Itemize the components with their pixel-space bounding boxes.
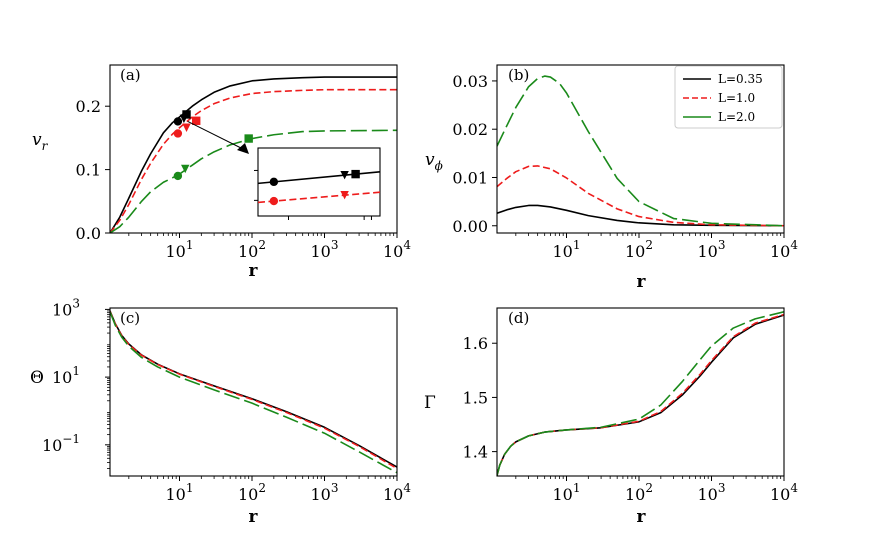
x-tick-label-b-2: 103 (697, 238, 725, 261)
axes-frame-d (496, 307, 785, 477)
xlabel-b: r (637, 272, 647, 292)
y-tick-label-d-0: 1.4 (463, 443, 488, 462)
x-tick-label-d-2: 103 (697, 481, 725, 504)
series-line-a-2 (110, 129, 397, 233)
y-tick-label-b-1: 0.01 (452, 168, 488, 187)
x-tick-label-d-0: 101 (552, 481, 580, 504)
marker-a-6 (173, 171, 183, 181)
panel-label-c: (c) (120, 309, 140, 327)
panel-label-a: (a) (120, 66, 141, 84)
y-tick-label-d-1: 1.5 (463, 388, 488, 407)
y-tick-label-a-2: 0.2 (76, 97, 101, 116)
inset (187, 120, 381, 220)
legend-box (674, 65, 783, 129)
x-tick-label-a-1: 102 (238, 238, 266, 261)
panel-label-b: (b) (508, 66, 529, 84)
panel-b: 101 102 103 104 0.00 0.01 0.02 0.03 (452, 64, 798, 261)
x-tick-label-c-0: 101 (165, 481, 193, 504)
legend-label-l035: L=0.35 (718, 72, 763, 86)
series-line-c-2 (110, 311, 397, 474)
marker-a-0 (173, 117, 183, 126)
xlabel-a: r (249, 261, 259, 281)
y-tick-label-c-0: 10−1 (42, 432, 80, 455)
x-tick-label-a-2: 103 (310, 238, 338, 261)
x-tick-label-c-3: 104 (383, 481, 411, 504)
inset-marker-0 (269, 177, 279, 187)
marker-a-7 (181, 164, 190, 174)
legend-label-l10: L=1.0 (718, 91, 755, 105)
panel-d: 101 102 103 104 1.4 1.5 1.6 (463, 307, 798, 504)
x-tick-label-b-1: 102 (625, 238, 653, 261)
panel-c: 101 102 103 104 10−1 101 103 (42, 296, 411, 504)
ylabel-d: Γ (424, 393, 436, 413)
series-line-b-1 (497, 165, 784, 227)
xlabel-c: r (249, 507, 259, 527)
series-line-d-2 (497, 311, 784, 476)
inset-marker-2 (351, 169, 360, 179)
x-tick-label-a-0: 101 (165, 238, 193, 261)
x-tick-label-c-2: 103 (310, 481, 338, 504)
marker-a-8 (244, 134, 253, 143)
x-tick-label-b-3: 104 (770, 238, 798, 261)
legend: L=0.35 L=1.0 L=2.0 (674, 65, 783, 129)
axes-frame-b (496, 64, 785, 234)
marker-a-3 (173, 129, 183, 138)
x-tick-label-d-3: 104 (770, 481, 798, 504)
series-line-a-1 (110, 88, 397, 233)
inset-arrow-line (187, 120, 246, 151)
inset-marker-4 (340, 190, 349, 200)
panel-a: 101 102 103 104 0.0 0.1 0.2 (76, 64, 411, 261)
axes-frame-a (109, 64, 398, 234)
inset-arrow-head (237, 143, 249, 154)
series-line-b-0 (497, 204, 784, 227)
series-line-a-0 (110, 76, 397, 233)
series-line-b-2 (497, 75, 784, 227)
inset-frame (257, 147, 381, 217)
y-tick-label-c-1: 101 (52, 364, 80, 387)
ylabel-b: vϕ (425, 150, 443, 173)
y-tick-label-b-0: 0.00 (452, 217, 488, 236)
x-tick-label-a-3: 104 (383, 238, 411, 261)
y-tick-label-b-2: 0.02 (452, 120, 488, 139)
x-tick-label-d-1: 102 (625, 481, 653, 504)
ylabel-c: Θ (30, 368, 44, 388)
x-tick-label-b-0: 101 (552, 238, 580, 261)
y-tick-label-a-0: 0.0 (76, 224, 101, 243)
y-tick-label-c-2: 103 (52, 296, 80, 319)
panel-label-d: (d) (508, 309, 529, 327)
xlabel-d: r (637, 507, 647, 527)
axes-frame-c (109, 307, 398, 477)
ylabel-a: vr (32, 130, 49, 153)
marker-a-2 (182, 110, 191, 119)
x-tick-label-c-1: 102 (238, 481, 266, 504)
inset-marker-3 (269, 196, 279, 206)
marker-a-5 (192, 116, 201, 125)
legend-label-l20: L=2.0 (718, 110, 755, 124)
y-tick-label-a-1: 0.1 (76, 161, 101, 180)
y-tick-label-d-2: 1.6 (463, 334, 488, 353)
y-tick-label-b-3: 0.03 (452, 72, 488, 91)
marker-a-4 (182, 123, 191, 132)
inset-marker-1 (340, 170, 349, 180)
